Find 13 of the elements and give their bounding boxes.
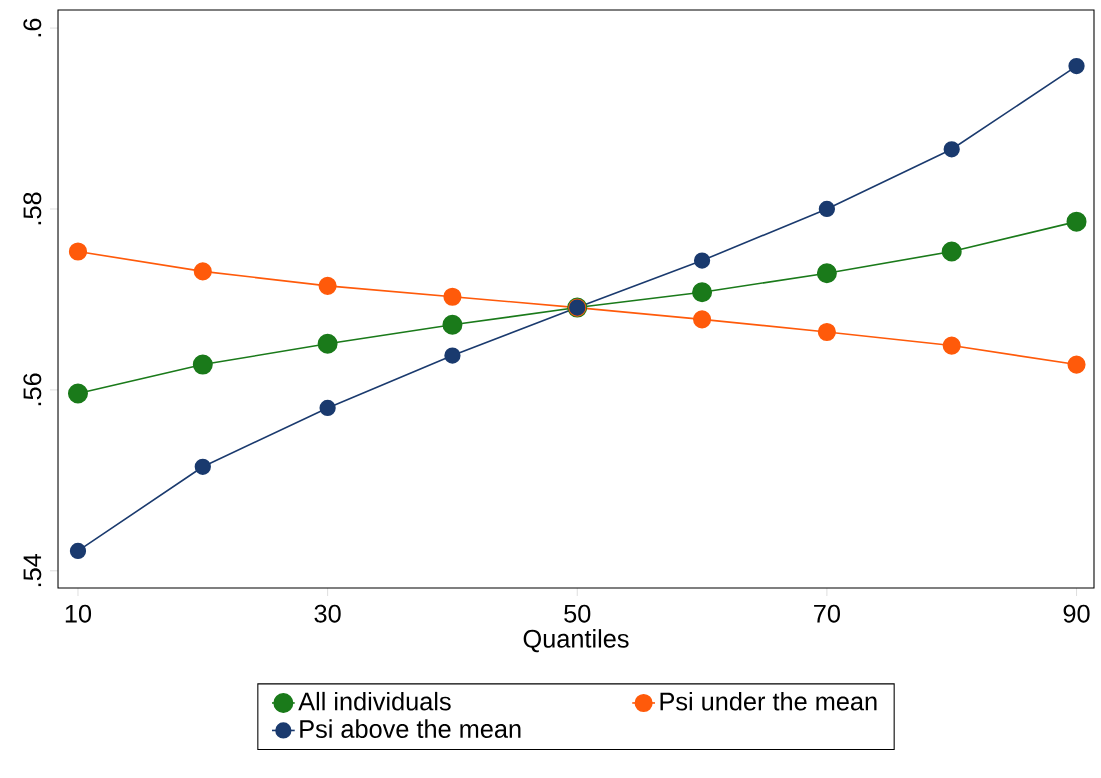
y-tick-label: .58 [23, 192, 42, 225]
x-tick-label: 30 [314, 604, 341, 623]
y-tick-label: .6 [23, 18, 42, 37]
y-tick-label: .54 [23, 553, 42, 587]
x-tick-label: 70 [814, 604, 840, 623]
legend-label: Psi under the mean [660, 691, 877, 711]
y-tick-label: .56 [23, 373, 42, 406]
legend-label: All individuals [298, 691, 451, 711]
x-tick-label: 50 [564, 604, 591, 623]
x-tick-label: 90 [1063, 604, 1090, 623]
legend-label: Psi above the mean [300, 719, 521, 738]
x-axis-title: Quantiles [523, 629, 629, 653]
x-tick-label: 10 [65, 604, 92, 623]
